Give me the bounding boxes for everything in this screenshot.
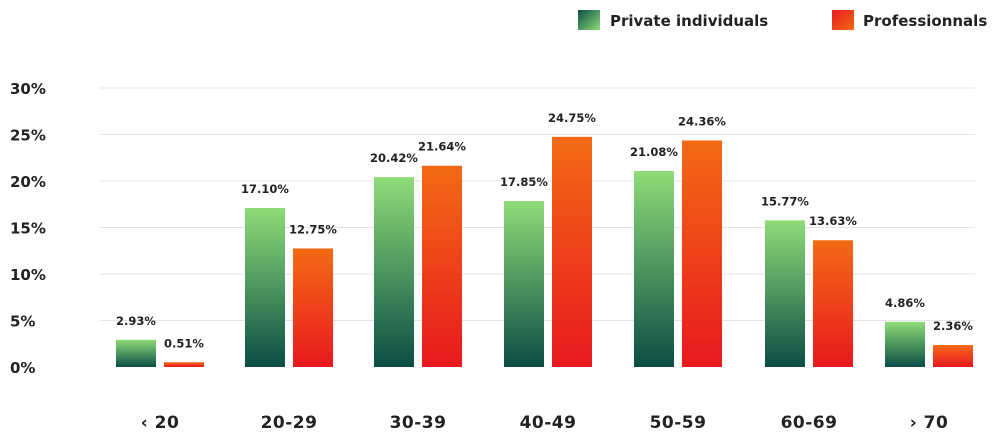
chart-legend: Private individuals Professionnals <box>578 10 987 30</box>
x-axis: ‹ 20 20-29 30-39 40-49 50-59 60-69 › 70 <box>141 413 949 432</box>
data-label-private-individuals-0: 2.93% <box>116 314 156 328</box>
bar-private-individuals-4 <box>634 170 674 367</box>
bar-private-individuals-3 <box>504 200 544 367</box>
data-label-professionnals-3: 24.75% <box>548 111 596 125</box>
x-tick-label: ‹ 20 <box>141 413 180 432</box>
y-tick-label: 30% <box>10 80 46 98</box>
x-tick-label: 50-59 <box>650 413 707 432</box>
data-label-private-individuals-6: 4.86% <box>885 296 925 310</box>
bar-professionnals-5 <box>813 240 853 367</box>
legend-label-private-individuals: Private individuals <box>610 12 768 30</box>
bar-professionnals-0 <box>164 362 204 367</box>
x-tick-label: 40-49 <box>520 413 577 432</box>
data-label-private-individuals-2: 20.42% <box>370 151 418 165</box>
bar-professionnals-2 <box>422 165 462 367</box>
data-label-private-individuals-1: 17.10% <box>241 182 289 196</box>
y-tick-label: 5% <box>10 313 35 331</box>
legend-swatch-private-individuals <box>578 10 600 30</box>
bar-private-individuals-5 <box>765 220 805 367</box>
bar-professionnals-3 <box>552 136 592 367</box>
y-axis: 0% 5% 10% 15% 20% 25% 30% <box>10 80 46 377</box>
bar-professionnals-4 <box>682 140 722 367</box>
y-tick-label: 10% <box>10 266 46 284</box>
x-tick-label: 20-29 <box>261 413 318 432</box>
data-label-professionnals-4: 24.36% <box>678 114 726 128</box>
y-tick-label: 25% <box>10 127 46 145</box>
y-tick-label: 20% <box>10 173 46 191</box>
data-labels-group: 2.93% 0.51% 17.10% 12.75% 20.42%21.64% 17.85%… <box>116 111 973 350</box>
data-label-professionnals-2: 21.64% <box>418 140 466 154</box>
bar-professionnals-6 <box>933 345 973 367</box>
bar-private-individuals-6 <box>885 321 925 367</box>
data-label-professionnals-6: 2.36% <box>933 319 973 333</box>
data-label-professionnals-1: 12.75% <box>289 222 337 236</box>
bar-professionnals-1 <box>293 248 333 367</box>
y-tick-label: 15% <box>10 220 46 238</box>
x-tick-label: 30-39 <box>390 413 447 432</box>
bars-group <box>116 136 973 367</box>
data-label-professionnals-0: 0.51% <box>164 336 204 350</box>
bar-private-individuals-2 <box>374 177 414 367</box>
x-tick-label: › 70 <box>910 413 949 432</box>
data-label-private-individuals-4: 21.08% <box>630 145 678 159</box>
legend-swatch-professionnals <box>832 10 854 30</box>
bar-private-individuals-0 <box>116 339 156 367</box>
data-label-private-individuals-3: 17.85% <box>500 175 548 189</box>
x-tick-label: 60-69 <box>781 413 838 432</box>
legend-label-professionnals: Professionnals <box>863 12 987 30</box>
y-tick-label: 0% <box>10 359 35 377</box>
bar-private-individuals-1 <box>245 207 285 367</box>
data-label-private-individuals-5: 15.77% <box>761 194 809 208</box>
data-label-professionnals-5: 13.63% <box>809 214 857 228</box>
